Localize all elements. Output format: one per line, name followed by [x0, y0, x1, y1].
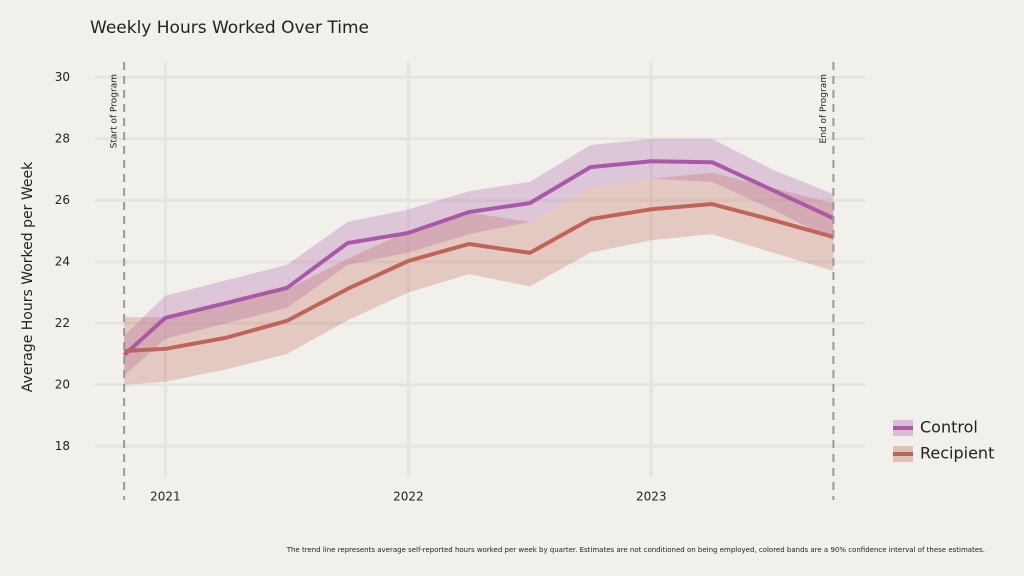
- confidence-band: [124, 172, 834, 385]
- chart-title: Weekly Hours Worked Over Time: [90, 18, 369, 38]
- x-tick-label: 2023: [636, 490, 667, 504]
- y-tick-label: 20: [55, 377, 70, 391]
- y-tick-label: 28: [55, 131, 70, 145]
- y-tick-label: 30: [55, 70, 70, 84]
- annotation-label: Start of Program: [110, 74, 120, 148]
- y-tick-label: 24: [55, 254, 70, 268]
- y-axis-title: Average Hours Worked per Week: [20, 161, 36, 392]
- x-tick-label: 2021: [150, 490, 181, 504]
- y-tick-label: 26: [55, 193, 70, 207]
- annotation-label: End of Program: [819, 74, 829, 143]
- y-tick-label: 18: [55, 439, 70, 453]
- footnote: The trend line represents average self-r…: [286, 546, 985, 554]
- x-tick-label: 2022: [393, 490, 424, 504]
- legend-label: Control: [920, 418, 978, 437]
- y-tick-label: 22: [55, 316, 70, 330]
- series-line: [122, 159, 835, 357]
- legend-label: Recipient: [920, 444, 994, 463]
- series-line: [124, 202, 834, 353]
